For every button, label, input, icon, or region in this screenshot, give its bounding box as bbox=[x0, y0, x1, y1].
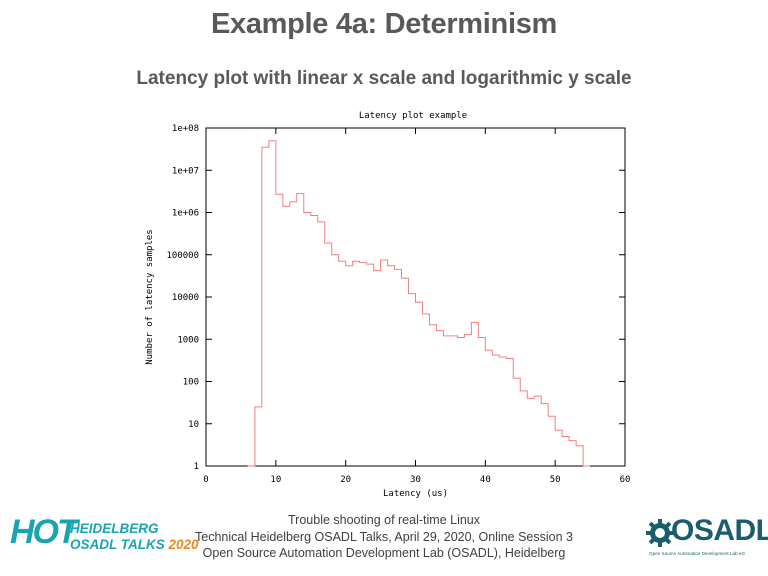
footer-line-2: Technical Heidelberg OSADL Talks, April … bbox=[195, 529, 573, 544]
footer-line-3: Open Source Automation Development Lab (… bbox=[202, 546, 566, 560]
hot-logo-year: 2020 bbox=[168, 537, 199, 552]
y-tick-label: 1000 bbox=[177, 335, 199, 345]
x-tick-label: 60 bbox=[620, 475, 631, 485]
y-tick-label: 100 bbox=[183, 378, 199, 388]
footer-line-1: Trouble shooting of real-time Linux bbox=[288, 513, 480, 527]
y-tick-label: 100000 bbox=[166, 251, 199, 261]
osadl-logo: OSADL Open Source Automation Development… bbox=[645, 512, 768, 562]
hot-logo-line1: HEIDELBERG bbox=[70, 521, 159, 536]
y-tick-label: 1e+07 bbox=[172, 166, 199, 176]
latency-series-line bbox=[247, 140, 591, 467]
y-axis: 1 10 100 1000 10000 100000 1e+06 1e+07 1e+08 bbox=[166, 124, 625, 472]
y-tick-label: 10000 bbox=[172, 293, 199, 303]
y-axis-label: Number of latency samples bbox=[145, 229, 155, 364]
hot-logo-mark: HOT bbox=[10, 513, 78, 551]
y-tick-label: 1e+08 bbox=[172, 124, 199, 134]
x-tick-label: 20 bbox=[340, 475, 351, 485]
chart-title: Latency plot example bbox=[359, 111, 467, 121]
x-tick-label: 40 bbox=[480, 475, 491, 485]
slide-subtitle: Latency plot with linear x scale and log… bbox=[136, 68, 632, 89]
hot-logo-line2-text: OSADL TALKS bbox=[70, 537, 165, 552]
x-tick-label: 0 bbox=[203, 475, 208, 485]
y-tick-label: 1 bbox=[194, 462, 199, 472]
x-tick-label: 50 bbox=[550, 475, 561, 485]
hot-logo: HOT HEIDELBERG OSADL TALKS 2020 bbox=[10, 513, 199, 557]
hot-logo-line2: OSADL TALKS 2020 bbox=[70, 537, 199, 552]
x-tick-label: 10 bbox=[270, 475, 281, 485]
x-axis-label: Latency (us) bbox=[383, 489, 448, 499]
y-tick-label: 1e+06 bbox=[172, 209, 199, 219]
osadl-logo-name: OSADL bbox=[671, 514, 768, 547]
y-tick-label: 10 bbox=[188, 420, 199, 430]
x-tick-label: 30 bbox=[410, 475, 421, 485]
footer: Trouble shooting of real-time Linux Tech… bbox=[0, 512, 768, 562]
osadl-logo-tagline: Open Source Automation Development Lab e… bbox=[649, 551, 746, 556]
gear-icon bbox=[646, 519, 674, 547]
slide-title: Example 4a: Determinism bbox=[210, 8, 558, 40]
x-axis: 0 10 20 30 40 50 60 bbox=[203, 128, 630, 485]
